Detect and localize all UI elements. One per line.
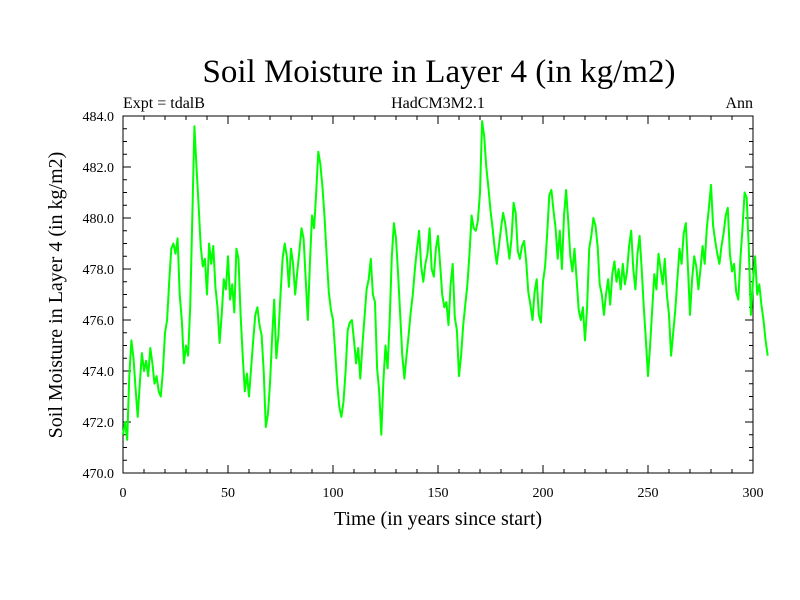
y-tick-label: 482.0	[83, 161, 115, 176]
x-tick-label: 50	[221, 486, 235, 501]
y-tick-label: 476.0	[83, 314, 115, 329]
subtitle-left: Expt = tdalB	[123, 95, 205, 112]
major-ticks	[122, 115, 754, 474]
x-tick-label: 150	[428, 486, 449, 501]
minor-ticks	[123, 116, 753, 473]
y-tick-label: 472.0	[83, 416, 115, 431]
y-tick-label: 484.0	[83, 110, 115, 125]
x-tick-label: 200	[533, 486, 554, 501]
y-tick-label: 474.0	[83, 365, 115, 380]
chart-title: Soil Moisture in Layer 4 (in kg/m2)	[203, 54, 676, 90]
x-tick-label: 300	[743, 486, 764, 501]
subtitle-right: Ann	[725, 95, 753, 112]
y-tick-label: 470.0	[83, 467, 115, 482]
x-tick-label: 100	[323, 486, 344, 501]
series-group	[122, 120, 769, 441]
x-tick-label: 0	[120, 486, 127, 501]
y-axis-label: Soil Moisture in Layer 4 (in kg/m2)	[45, 152, 67, 439]
series-line	[122, 120, 769, 441]
subtitle-center: HadCM3M2.1	[391, 95, 485, 112]
x-tick-labels: 0 50 100 150 200 250 300	[120, 486, 764, 501]
y-tick-label: 480.0	[83, 212, 115, 227]
x-tick-label: 250	[638, 486, 659, 501]
y-tick-label: 478.0	[83, 263, 115, 278]
y-tick-labels: 470.0 472.0 474.0 476.0 478.0 480.0 482.0 484.0	[83, 110, 115, 482]
x-axis-label: Time (in years since start)	[334, 508, 542, 530]
plot-frame	[122, 115, 754, 474]
